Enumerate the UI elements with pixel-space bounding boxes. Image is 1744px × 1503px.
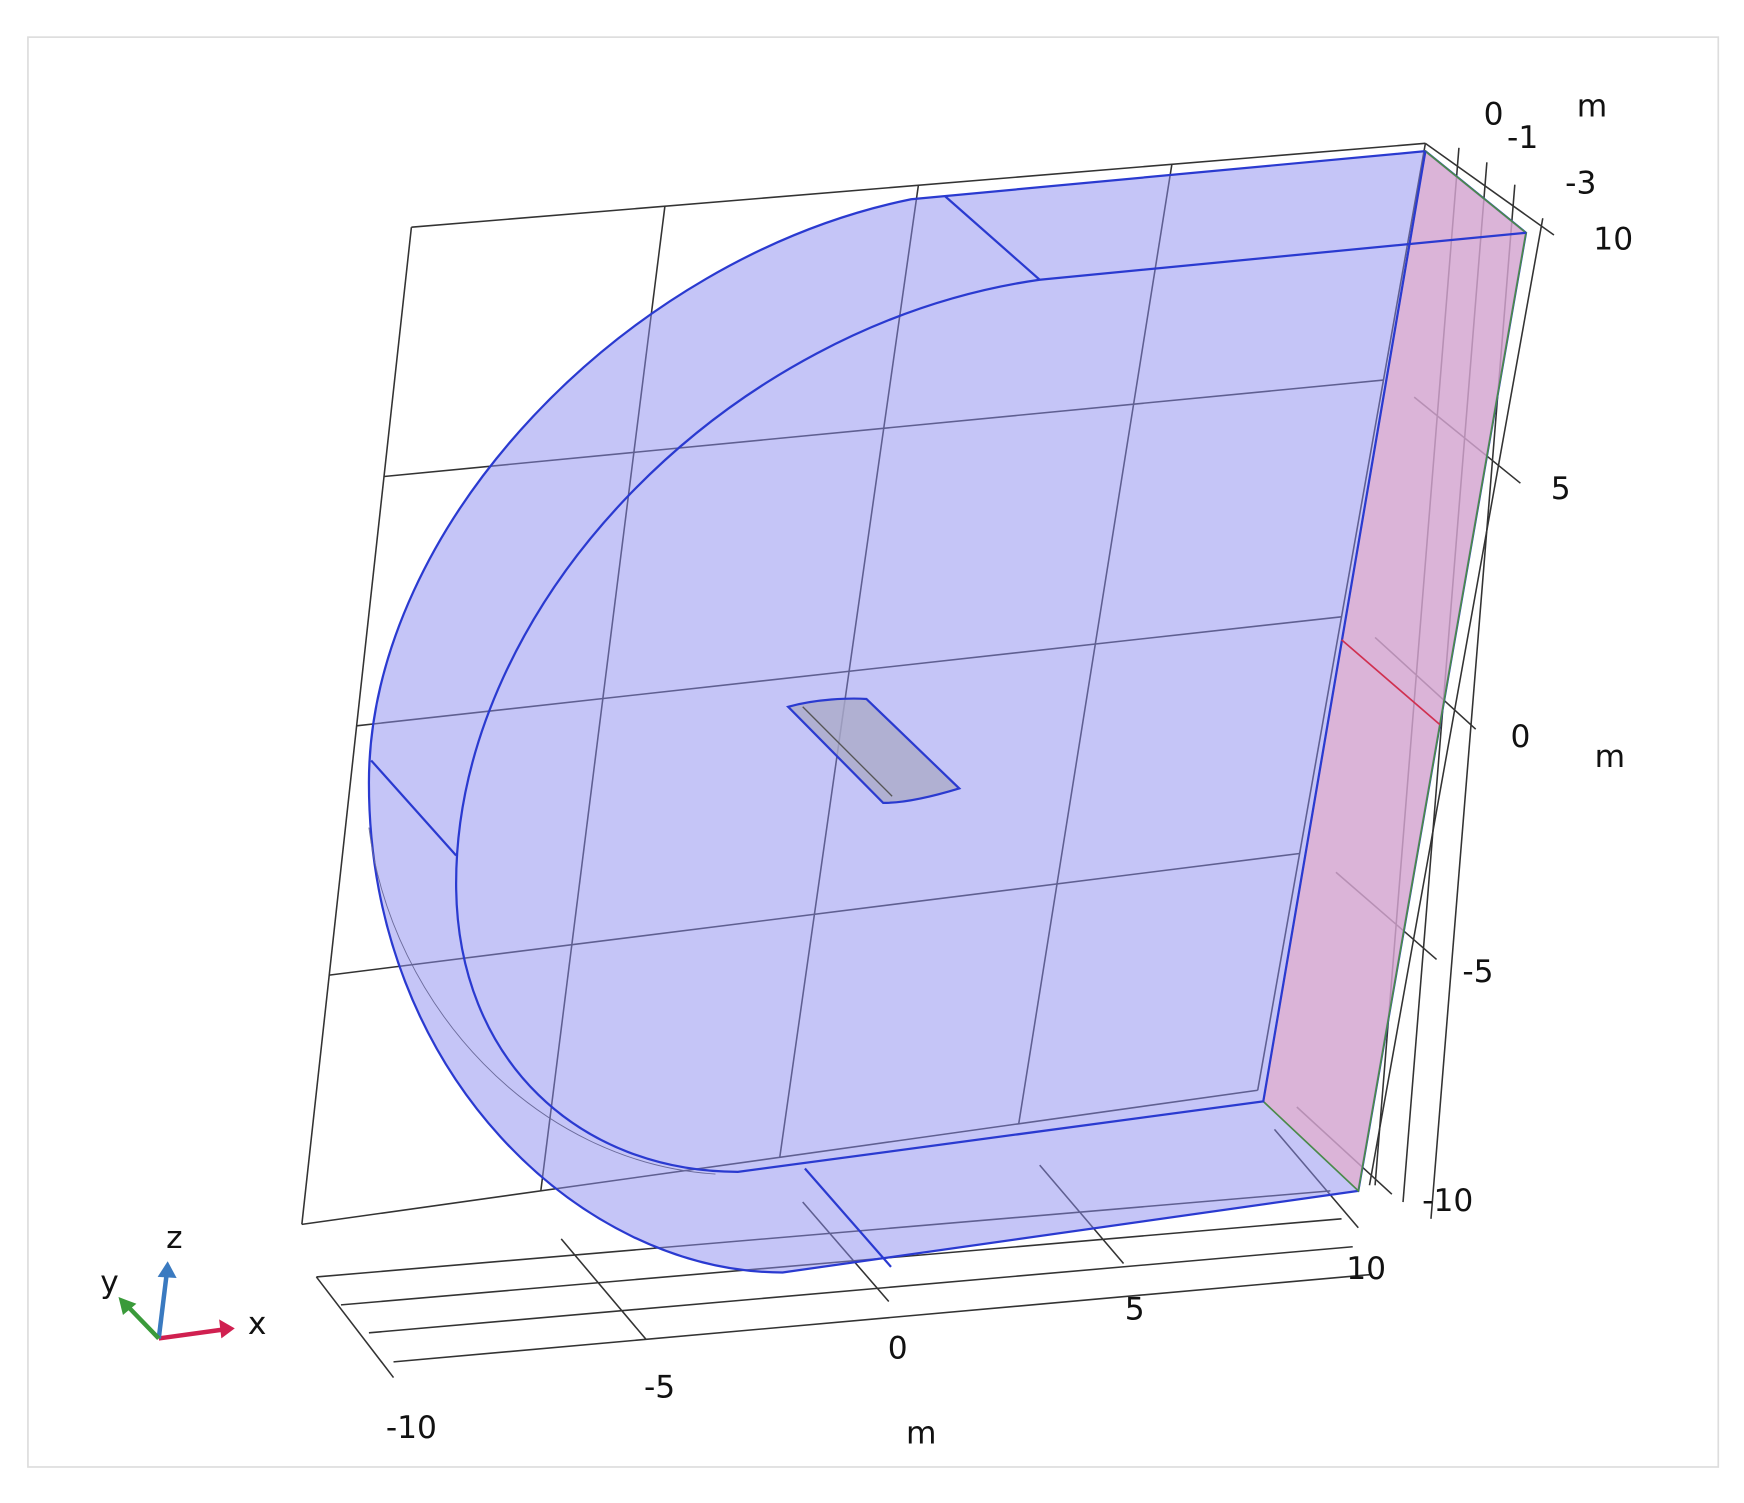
- y-tick-label: -3: [1565, 166, 1596, 202]
- z-tick-label: 0: [1510, 719, 1530, 755]
- x-tick-label: 5: [1125, 1291, 1145, 1327]
- triad-label: z: [166, 1220, 182, 1256]
- y-tick-label: 0: [1484, 96, 1504, 132]
- z-unit-label: m: [1595, 739, 1626, 775]
- triad-label: x: [248, 1306, 267, 1342]
- outer-domain: [367, 150, 1528, 1274]
- y-tick-label: -1: [1507, 120, 1538, 156]
- x-tick-label: -10: [386, 1410, 437, 1446]
- x-tick-label: 0: [888, 1331, 908, 1367]
- triad-label: y: [100, 1265, 119, 1301]
- y-unit-label: m: [1577, 89, 1607, 125]
- x-unit-label: m: [906, 1416, 937, 1452]
- axis-triad: x y z: [100, 1220, 266, 1342]
- x-tick-label: 10: [1346, 1251, 1386, 1287]
- airfoil: [786, 697, 962, 805]
- z-tick-label: 5: [1551, 471, 1571, 507]
- z-tick-label: -5: [1462, 954, 1493, 990]
- x-tick-label: -5: [644, 1370, 675, 1406]
- z-tick-label: -10: [1422, 1183, 1473, 1219]
- z-tick-label: 10: [1593, 222, 1633, 258]
